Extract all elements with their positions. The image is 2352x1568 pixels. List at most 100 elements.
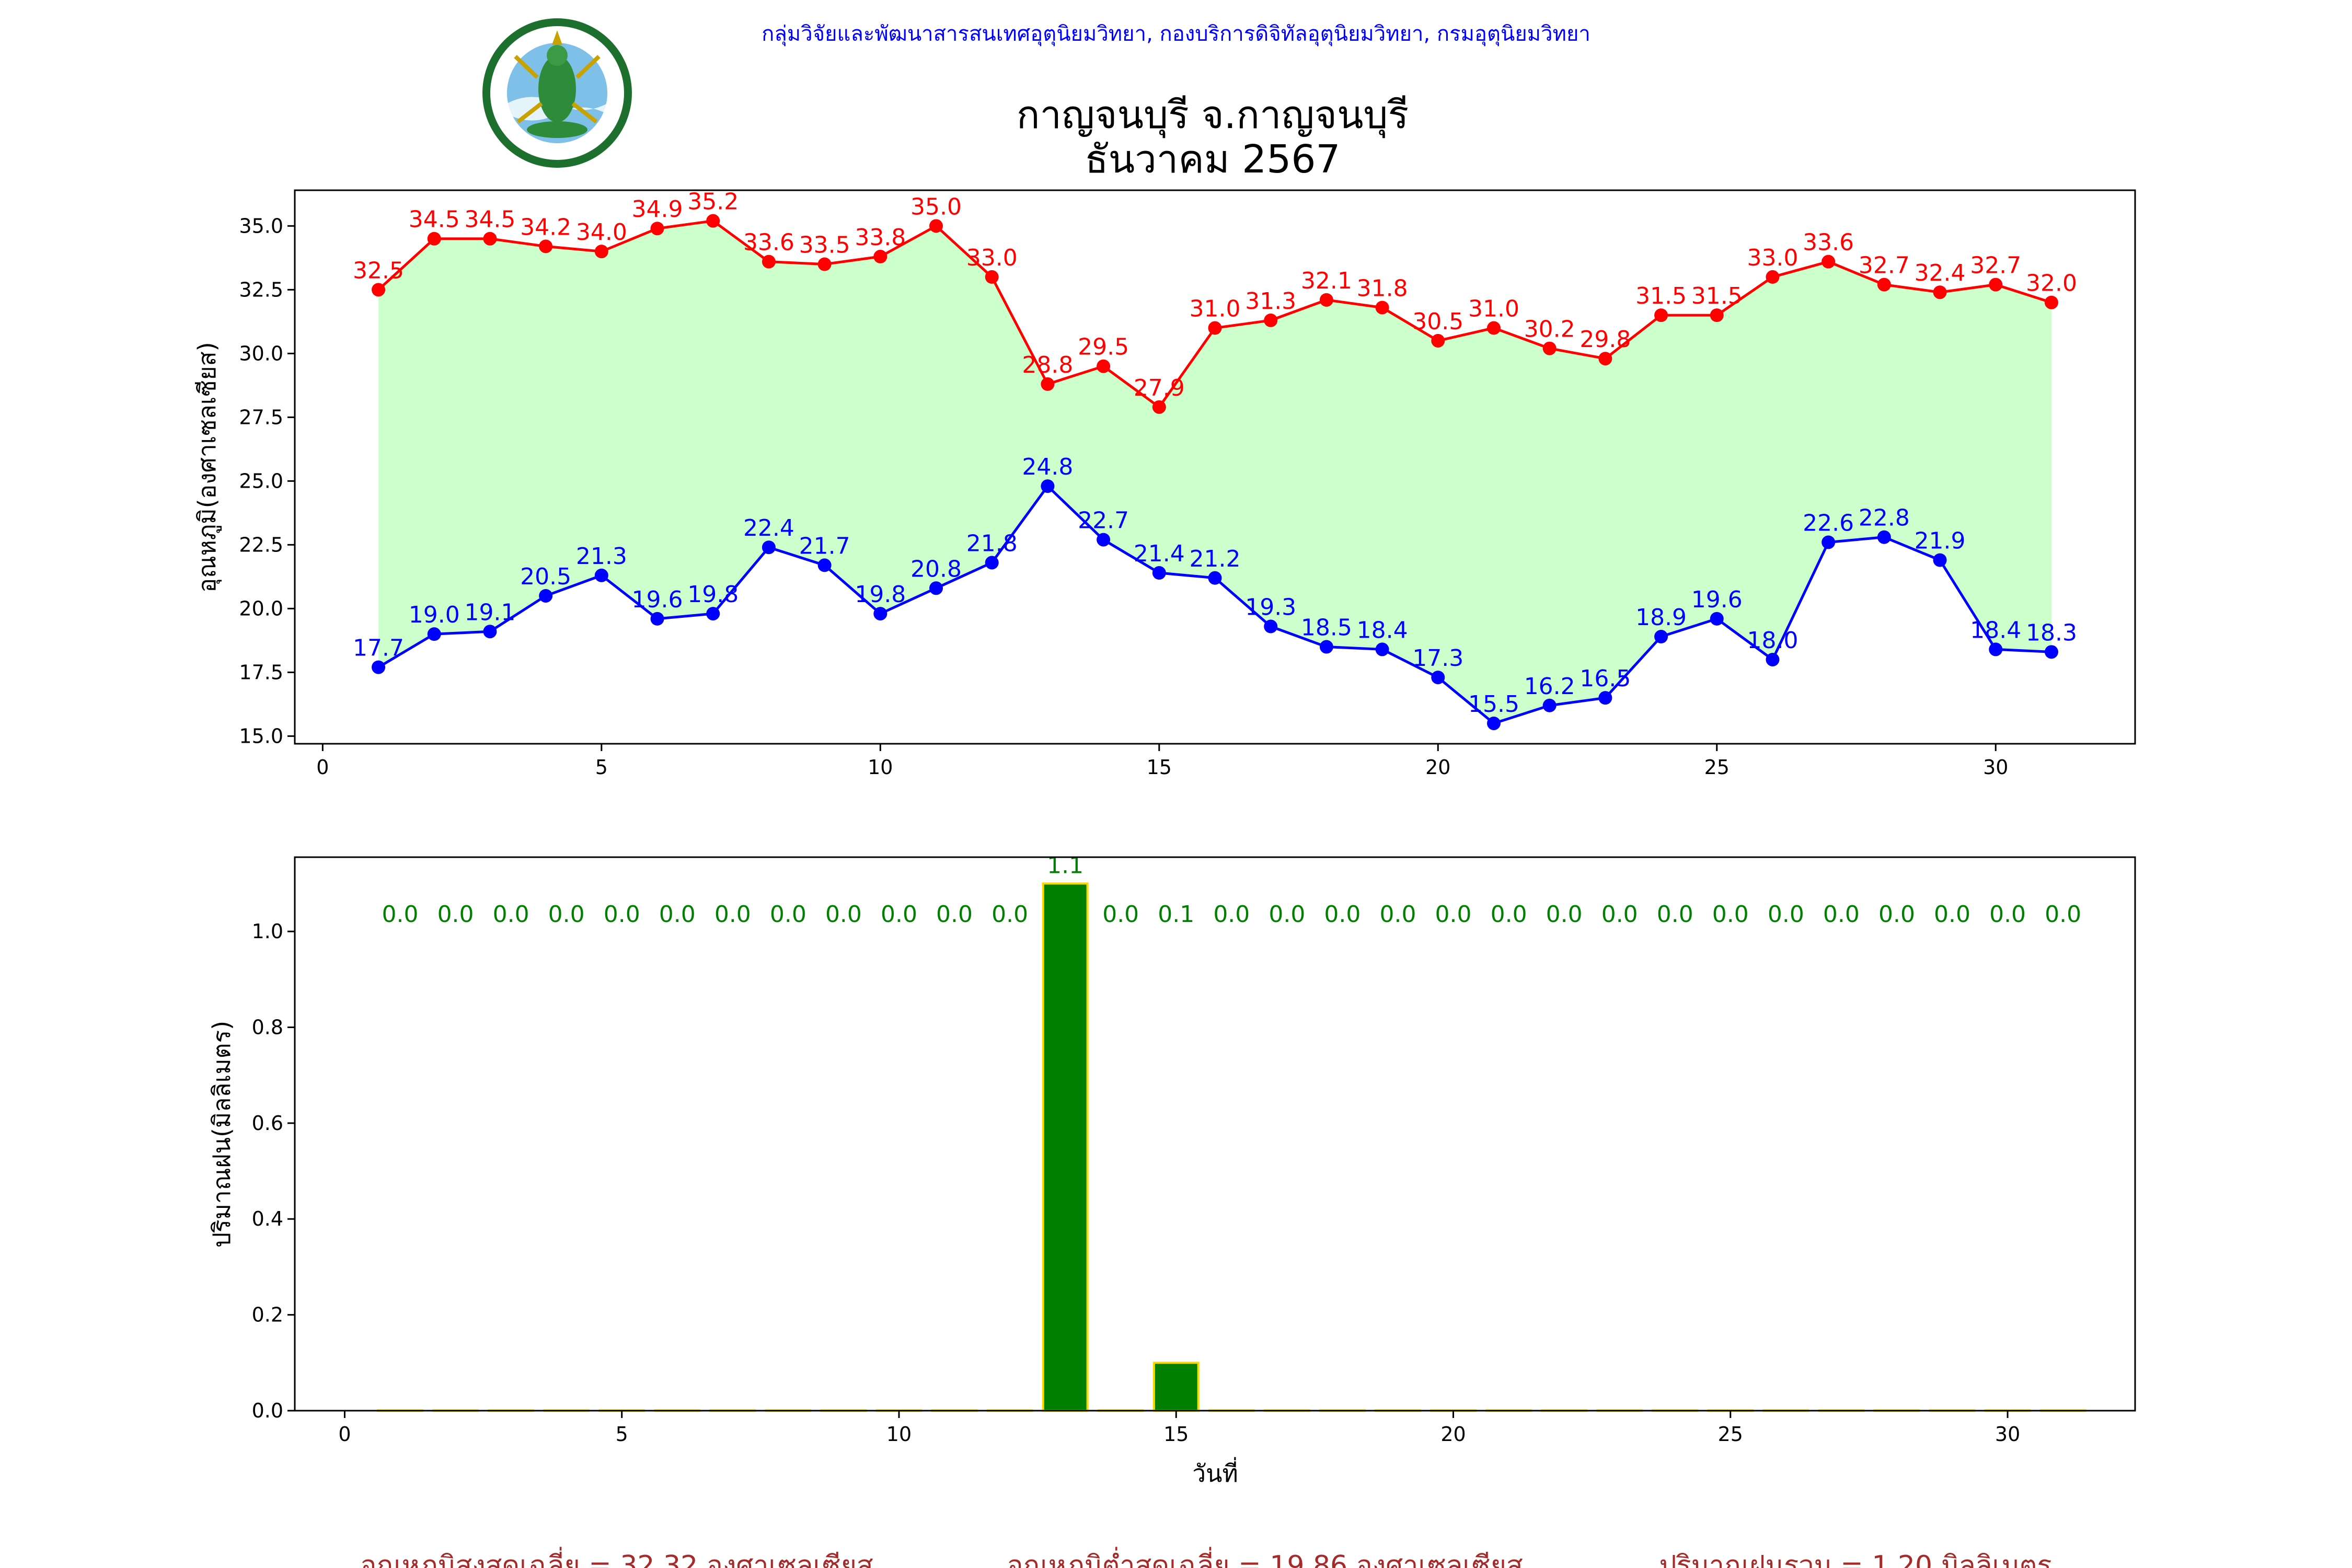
temperature-chart: 32.534.5 34.5 34.2 34.034.9 35.233.6 33.5 33.8…	[193, 189, 2136, 779]
point-max	[873, 249, 887, 263]
point-max	[1208, 321, 1222, 335]
data-label-min: 19.3	[1245, 594, 1296, 621]
rain-data-label: 0.0	[659, 901, 696, 928]
data-label-max: 32.7	[1859, 252, 1910, 279]
data-label-max: 34.5	[409, 206, 460, 233]
point-max	[372, 283, 386, 297]
data-label-max: 31.3	[1245, 288, 1296, 315]
point-max	[1654, 308, 1668, 322]
point-max	[762, 255, 776, 269]
chart-title-line2: ธันวาคม 2567	[1085, 137, 1341, 182]
point-min	[1208, 571, 1222, 585]
summary-total-rain: ปริมาณฝนรวม = 1.20 มิลลิเมตร	[1659, 1550, 2052, 1568]
point-min	[372, 660, 386, 674]
data-label-max: 32.5	[353, 257, 404, 284]
data-label-min: 18.0	[1747, 627, 1798, 654]
point-max	[706, 214, 720, 228]
data-label-min: 18.3	[2026, 619, 2077, 646]
point-min	[985, 556, 999, 570]
x-tick-label: 15	[1147, 756, 1172, 779]
data-label-min: 21.9	[1915, 528, 1966, 555]
point-min	[650, 612, 664, 626]
x-tick-label: 30	[1995, 1423, 2020, 1446]
point-max	[1933, 285, 1947, 299]
point-min	[1264, 619, 1278, 633]
tmd-logo	[482, 18, 632, 168]
data-label-max: 27.9	[1134, 375, 1185, 401]
x-tick-label: 5	[616, 1423, 628, 1446]
data-label-min: 15.5	[1468, 691, 1519, 718]
rainfall-chart: 0.0 0.0 0.0 0.0 0.0 0.0 0.0 0.0 0.0 0.0 0.0 0.0 1.1 0…	[207, 852, 2136, 1488]
data-label-min: 19.0	[409, 602, 460, 628]
rain-data-label: 0.0	[991, 901, 1028, 928]
point-max	[1821, 255, 1836, 269]
data-label-max: 33.0	[1747, 245, 1798, 271]
data-label-max: 30.2	[1524, 316, 1575, 343]
point-min	[929, 581, 943, 595]
point-min	[539, 589, 553, 603]
x-tick-label: 10	[868, 756, 893, 779]
data-label-max: 33.0	[966, 245, 1018, 271]
point-min	[1041, 479, 1055, 493]
point-min	[1877, 530, 1891, 544]
point-max	[1598, 352, 1612, 366]
point-min	[427, 627, 441, 641]
chart-title-line1: กาญจนบุรี จ.กาญจนบุรี	[1017, 93, 1409, 139]
data-label-min: 20.8	[910, 556, 962, 582]
rainfall-plot-frame	[294, 856, 2136, 1412]
rain-data-label: 0.0	[881, 901, 917, 928]
rain-data-label: 0.0	[1324, 901, 1361, 928]
rain-data-label: 0.0	[770, 901, 806, 928]
data-label-min: 18.5	[1301, 615, 1352, 641]
y-tick-label: 20.0	[239, 597, 283, 620]
temperature-y-axis-label: อุณหภูมิ(องศาเซลเซียส)	[193, 342, 222, 592]
temperature-plot-frame	[294, 189, 2136, 745]
rain-data-label: 0.0	[1379, 901, 1416, 928]
rain-bar	[1152, 1362, 1200, 1412]
data-label-max: 29.8	[1579, 326, 1631, 353]
rain-data-label: 0.0	[1546, 901, 1583, 928]
rain-data-label: 0.0	[1989, 901, 2026, 928]
y-tick-label: 32.5	[239, 278, 283, 301]
data-label-max: 33.8	[855, 224, 906, 251]
point-max	[1710, 308, 1724, 322]
data-label-max: 32.1	[1301, 268, 1352, 294]
data-label-min: 21.8	[966, 531, 1018, 557]
point-min	[1710, 612, 1724, 626]
point-min	[1766, 652, 1780, 666]
data-label-max: 31.8	[1357, 275, 1408, 302]
x-tick-label: 10	[886, 1423, 912, 1446]
point-min	[2044, 645, 2058, 659]
rain-data-label: 0.0	[604, 901, 640, 928]
data-label-min: 19.8	[687, 581, 739, 608]
rain-data-label: 0.0	[714, 901, 751, 928]
rain-data-label: 0.0	[1435, 901, 1472, 928]
rain-data-label: 0.0	[1878, 901, 1915, 928]
rain-data-label: 0.0	[2045, 901, 2081, 928]
y-tick-label: 27.5	[239, 406, 283, 429]
data-label-max: 35.2	[687, 189, 739, 215]
point-min	[1319, 640, 1333, 654]
rain-data-label: 0.0	[1213, 901, 1250, 928]
data-label-min: 19.8	[855, 581, 906, 608]
x-tick-label: 15	[1163, 1423, 1189, 1446]
rain-data-label: 0.0	[548, 901, 585, 928]
point-max	[1152, 400, 1166, 414]
data-label-max: 33.6	[743, 229, 794, 256]
data-label-min: 22.7	[1078, 508, 1129, 534]
data-label-min: 20.5	[520, 563, 571, 590]
data-label-min: 18.4	[1357, 617, 1408, 643]
rain-data-label: 0.0	[1823, 901, 1860, 928]
y-tick-label: 0.8	[252, 1016, 283, 1039]
temperature-range-fill	[378, 221, 2051, 723]
x-tick-label: 20	[1425, 756, 1450, 779]
rain-data-label: 0.0	[1657, 901, 1693, 928]
x-tick-label: 20	[1440, 1423, 1466, 1446]
summary-avg-min: อุณหภูมิต่ำสุดเฉลี่ย = 19.86 องศาเซลเซีย…	[1007, 1547, 1523, 1568]
point-max	[985, 270, 999, 284]
data-label-max: 31.5	[1691, 283, 1743, 309]
data-label-min: 19.1	[464, 599, 515, 626]
y-tick-label: 30.0	[239, 342, 283, 365]
data-label-min: 19.6	[632, 586, 683, 613]
